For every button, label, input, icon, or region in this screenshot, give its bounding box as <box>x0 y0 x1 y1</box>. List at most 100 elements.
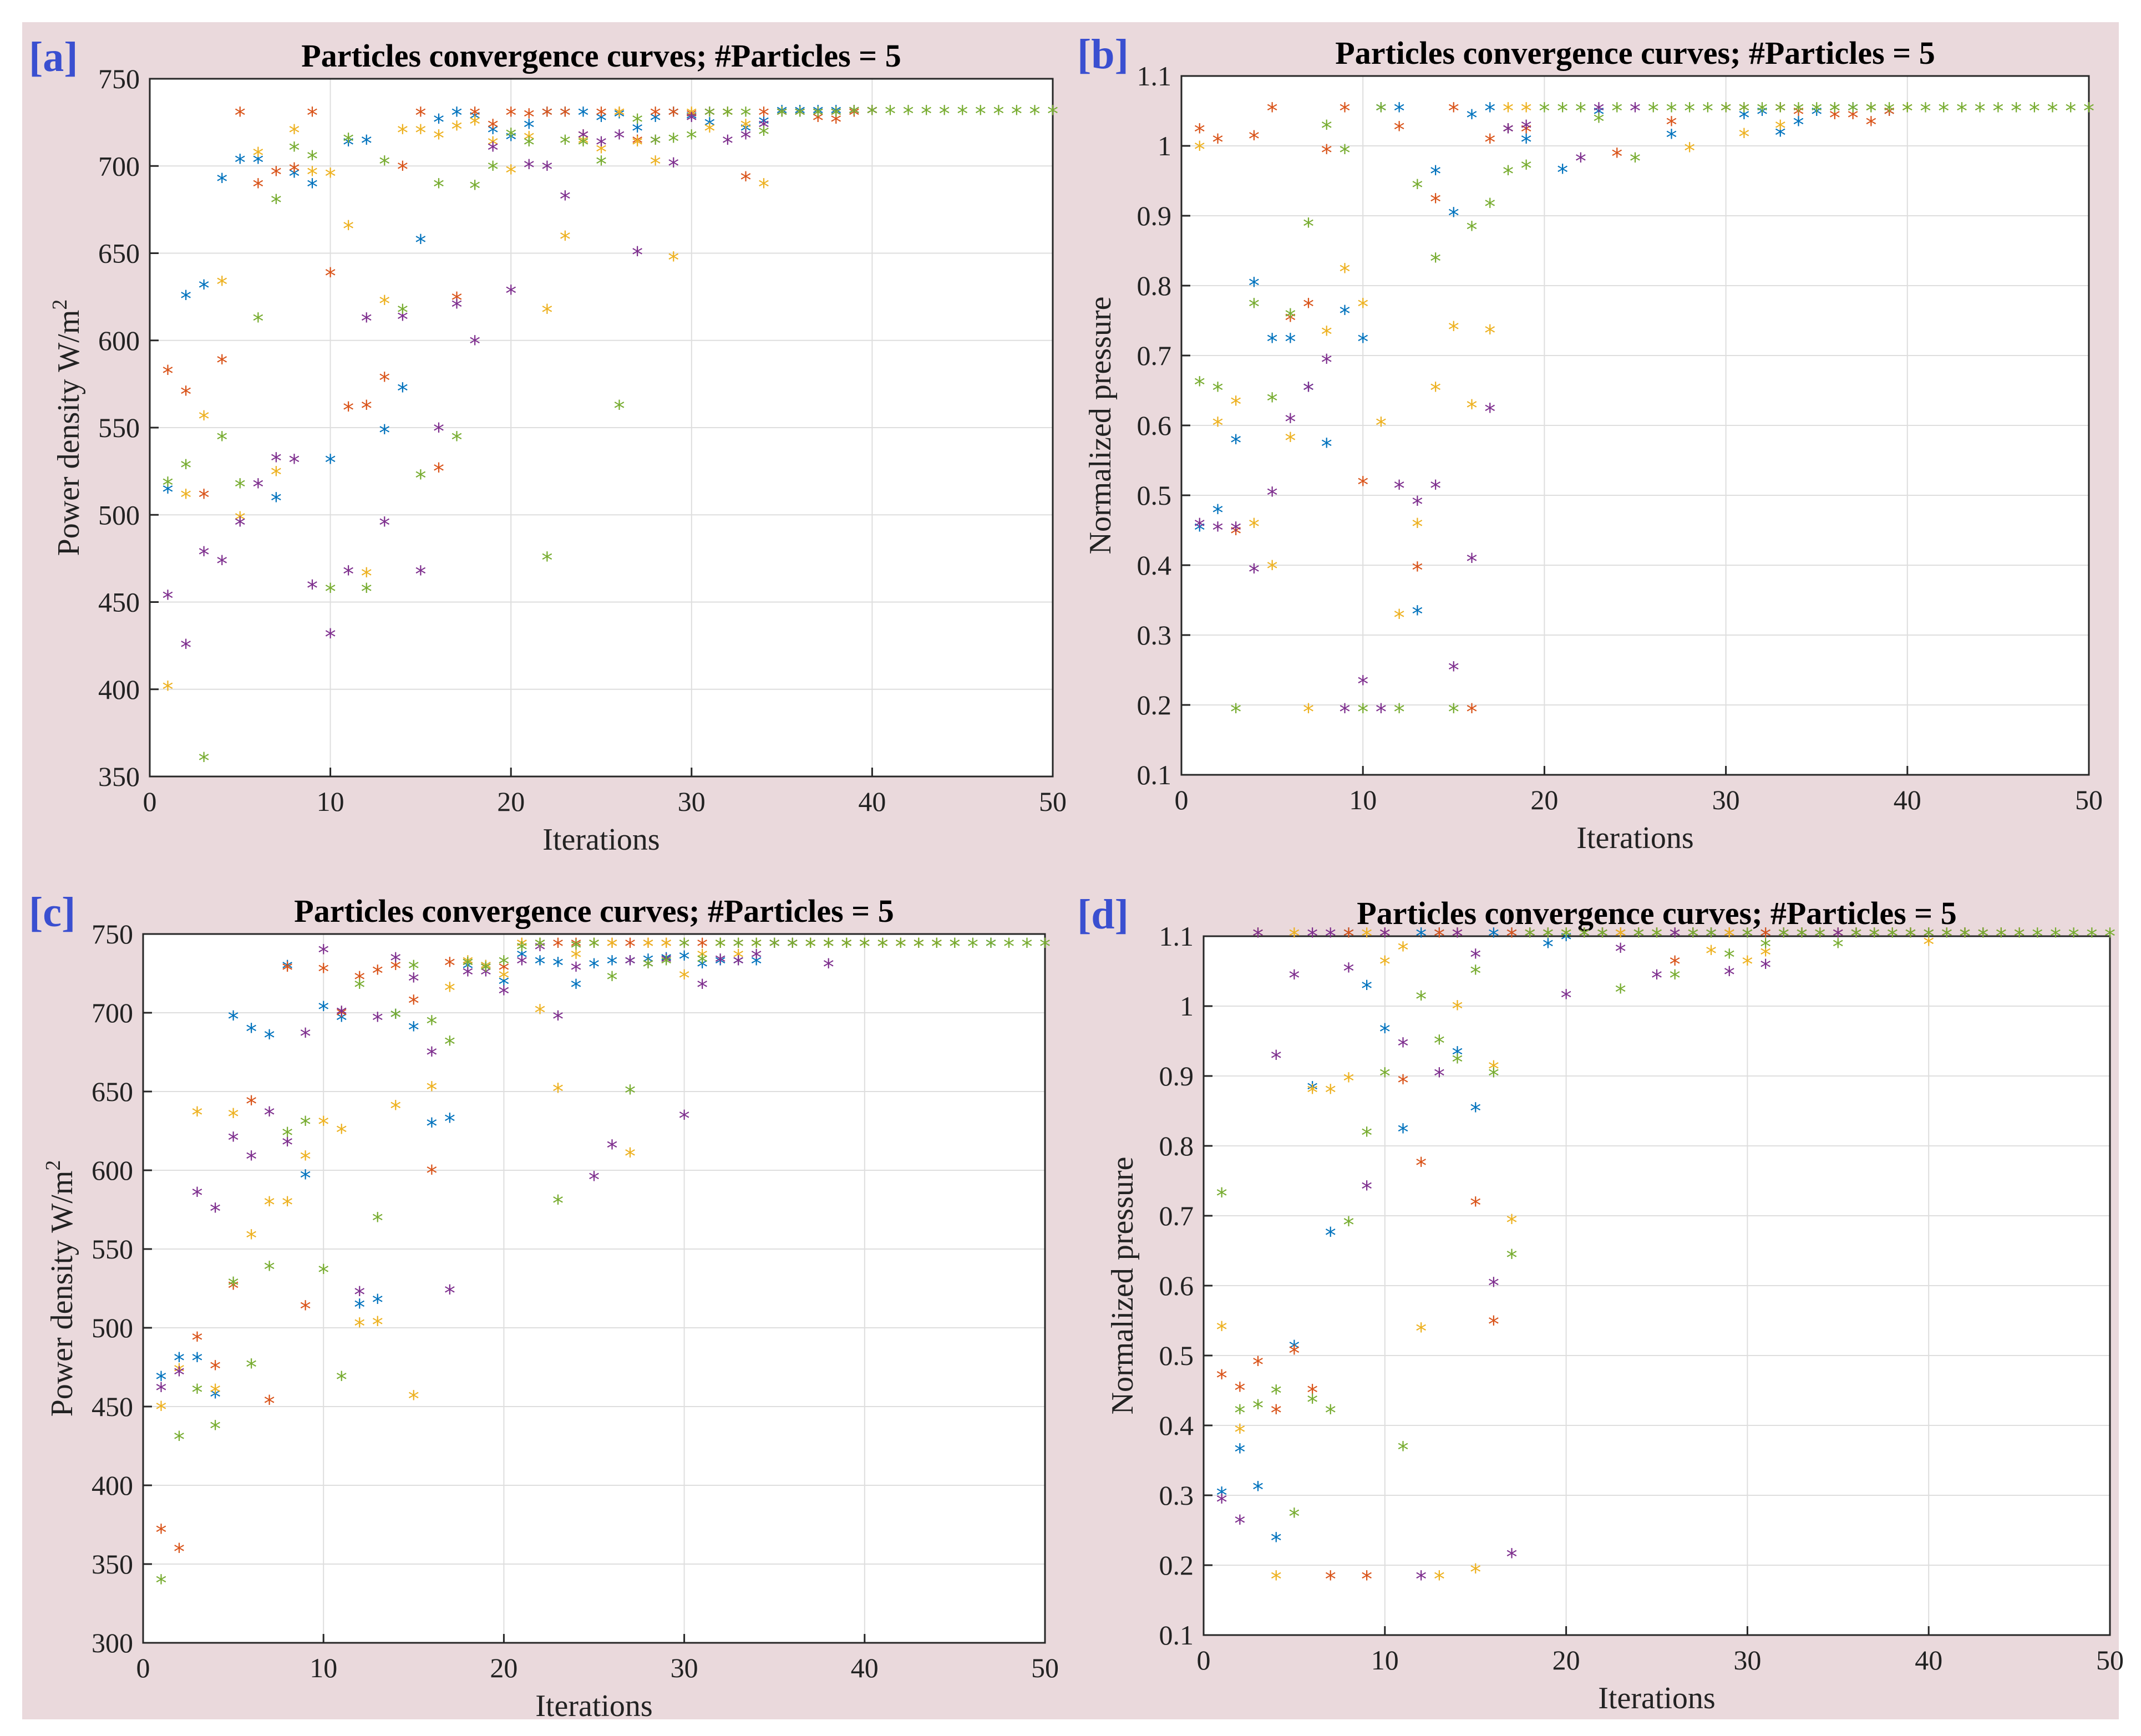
data-point: * <box>1811 99 1822 124</box>
data-point: * <box>740 119 751 144</box>
data-point: * <box>1666 99 1677 124</box>
series-4: *** **** ************** *** * ***** ** * * * * * * * * <box>163 101 878 661</box>
data-point: * <box>1271 1529 1282 1554</box>
data-point: * <box>426 1043 437 1069</box>
data-point: * <box>462 953 473 979</box>
data-point: * <box>180 485 191 511</box>
data-point: * <box>469 176 480 202</box>
data-point: * <box>156 1368 167 1393</box>
data-point: * <box>805 935 816 960</box>
data-point: * <box>1506 924 1518 950</box>
data-point: * <box>1430 476 1441 501</box>
data-point: * <box>1778 924 1789 950</box>
data-point: * <box>1230 700 1241 725</box>
data-point: * <box>1977 924 1988 950</box>
data-point: * <box>1267 483 1278 509</box>
data-point: * <box>300 1297 311 1322</box>
data-point: * <box>787 935 798 960</box>
data-point: * <box>1470 961 1481 987</box>
data-point: * <box>1666 113 1677 138</box>
data-point: * <box>650 152 661 177</box>
data-point: * <box>1288 1504 1300 1530</box>
data-point: * <box>469 106 480 132</box>
y-tick-label: 500 <box>98 499 140 530</box>
data-point: * <box>1742 952 1753 977</box>
data-point: * <box>1869 924 1880 950</box>
data-point: * <box>560 227 571 252</box>
data-point: * <box>444 1281 455 1307</box>
data-point: * <box>180 635 191 661</box>
data-point: * <box>480 956 491 982</box>
data-point: * <box>1503 99 1514 124</box>
data-point: * <box>163 362 174 387</box>
data-point: * <box>2050 924 2061 950</box>
data-point: * <box>679 935 690 960</box>
data-point: * <box>307 147 318 172</box>
data-point: * <box>534 1001 545 1026</box>
data-point: * <box>813 101 824 127</box>
data-point: * <box>433 126 444 151</box>
data-point: * <box>1488 1057 1499 1082</box>
data-point: * <box>733 952 744 977</box>
data-point: * <box>354 967 365 993</box>
data-point: * <box>560 103 571 129</box>
data-point: * <box>1630 99 1641 124</box>
data-point: * <box>1376 99 1387 124</box>
data-point: * <box>1793 99 1804 124</box>
y-tick-label: 650 <box>92 1076 133 1107</box>
data-point: * <box>300 1147 311 1172</box>
data-point: * <box>570 946 581 971</box>
data-point: * <box>1615 940 1626 965</box>
data-point: * <box>379 292 390 317</box>
data-point: * <box>228 1007 239 1032</box>
plot-area <box>143 934 1045 1643</box>
data-point: * <box>1343 959 1354 984</box>
data-point: * <box>354 1282 365 1308</box>
data-point: * <box>1557 99 1568 124</box>
data-point: * <box>1633 924 1644 950</box>
data-point: * <box>1615 924 1626 950</box>
y-tick-label: 1.1 <box>1159 921 1194 952</box>
data-point: * <box>235 475 246 500</box>
x-tick-label: 40 <box>851 1652 879 1683</box>
data-point: * <box>488 120 499 146</box>
data-point: * <box>390 1006 401 1031</box>
data-point: * <box>1234 1400 1245 1426</box>
y-tick-label: 450 <box>98 587 140 618</box>
data-point: * <box>516 935 527 960</box>
y-tick-label: 750 <box>92 918 133 950</box>
data-point: * <box>505 124 516 150</box>
data-point: * <box>1321 434 1332 460</box>
data-point: * <box>1884 99 1895 124</box>
data-point: * <box>1488 1064 1499 1089</box>
data-point: * <box>632 119 643 144</box>
data-point: * <box>488 158 499 183</box>
y-tick-label: 0.7 <box>1137 340 1172 371</box>
data-point: * <box>408 1387 419 1412</box>
data-point: * <box>607 952 618 977</box>
data-point: * <box>1850 924 1861 950</box>
data-point: * <box>1003 935 1014 960</box>
data-point: * <box>1848 99 1859 124</box>
y-tick-label: 0.1 <box>1137 759 1172 790</box>
y-tick-label: 1.1 <box>1137 60 1172 92</box>
data-point: * <box>488 138 499 164</box>
data-point: * <box>1633 924 1644 950</box>
data-point: * <box>560 131 571 156</box>
data-point: * <box>1011 101 1022 127</box>
data-point: * <box>697 946 708 971</box>
data-point: * <box>415 120 426 146</box>
data-point: * <box>1252 924 1264 950</box>
data-point: * <box>1633 924 1644 950</box>
data-point: * <box>913 935 924 960</box>
data-point: * <box>1670 924 1681 950</box>
data-point: * <box>246 1092 257 1118</box>
data-point: * <box>751 935 762 960</box>
data-point: * <box>505 103 516 129</box>
data-point: * <box>769 935 780 960</box>
data-point: * <box>1285 329 1296 355</box>
data-point: * <box>1394 476 1405 501</box>
data-point: * <box>174 1349 185 1374</box>
y-tick-label: 400 <box>98 674 140 705</box>
data-point: * <box>2086 924 2097 950</box>
